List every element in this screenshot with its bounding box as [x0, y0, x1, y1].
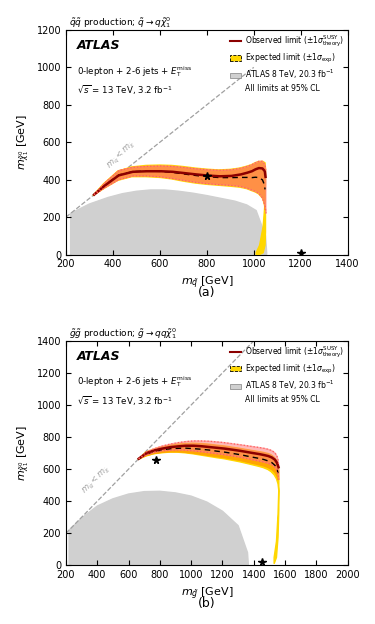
Text: (a): (a): [198, 286, 216, 299]
Text: $\sqrt{s}$ = 13 TeV, 3.2 fb$^{-1}$: $\sqrt{s}$ = 13 TeV, 3.2 fb$^{-1}$: [77, 84, 172, 97]
Text: 0-lepton + 2-6 jets + $E_{\mathrm{T}}^{\mathrm{miss}}$: 0-lepton + 2-6 jets + $E_{\mathrm{T}}^{\…: [77, 374, 193, 389]
Legend: Observed limit ($\pm 1 \sigma^{\mathrm{SUSY}}_{\mathrm{theory}}$), Expected limi: Observed limit ($\pm 1 \sigma^{\mathrm{S…: [228, 31, 346, 95]
X-axis label: $m_{\tilde{g}}$ [GeV]: $m_{\tilde{g}}$ [GeV]: [181, 586, 233, 602]
Polygon shape: [94, 162, 266, 213]
Polygon shape: [94, 163, 265, 210]
Polygon shape: [93, 162, 266, 255]
Y-axis label: $m_{\tilde{\chi}^{0}_{1}}$ [GeV]: $m_{\tilde{\chi}^{0}_{1}}$ [GeV]: [15, 114, 31, 170]
Polygon shape: [139, 441, 279, 480]
Text: ATLAS: ATLAS: [77, 350, 121, 363]
Text: (b): (b): [198, 597, 216, 610]
Polygon shape: [69, 491, 248, 565]
Text: $m_{\tilde{g}} < m_{\tilde{\chi}}$: $m_{\tilde{g}} < m_{\tilde{\chi}}$: [80, 463, 114, 497]
Text: ATLAS: ATLAS: [77, 39, 121, 52]
Text: $\tilde{q}\tilde{q}$ production; $\tilde{q}\rightarrow q \tilde{\chi}^{0}_{1}$: $\tilde{q}\tilde{q}$ production; $\tilde…: [69, 15, 171, 30]
Text: $\sqrt{s}$ = 13 TeV, 3.2 fb$^{-1}$: $\sqrt{s}$ = 13 TeV, 3.2 fb$^{-1}$: [77, 395, 172, 408]
Polygon shape: [139, 444, 278, 480]
Y-axis label: $m_{\tilde{\chi}^{0}_{1}}$ [GeV]: $m_{\tilde{\chi}^{0}_{1}}$ [GeV]: [15, 425, 31, 481]
Text: $\tilde{g}\tilde{g}$ production; $\tilde{g}\rightarrow q q \tilde{\chi}^{0}_{1}$: $\tilde{g}\tilde{g}$ production; $\tilde…: [69, 326, 177, 341]
X-axis label: $m_{\tilde{q}}$ [GeV]: $m_{\tilde{q}}$ [GeV]: [181, 275, 233, 291]
Polygon shape: [70, 190, 267, 255]
Polygon shape: [138, 443, 279, 564]
Text: $m_{\tilde{q}} < m_{\tilde{\chi}}$: $m_{\tilde{q}} < m_{\tilde{\chi}}$: [104, 139, 138, 172]
Legend: Observed limit ($\pm 1 \sigma^{\mathrm{SUSY}}_{\mathrm{theory}}$), Expected limi: Observed limit ($\pm 1 \sigma^{\mathrm{S…: [228, 343, 346, 406]
Text: 0-lepton + 2-6 jets + $E_{\mathrm{T}}^{\mathrm{miss}}$: 0-lepton + 2-6 jets + $E_{\mathrm{T}}^{\…: [77, 64, 193, 79]
